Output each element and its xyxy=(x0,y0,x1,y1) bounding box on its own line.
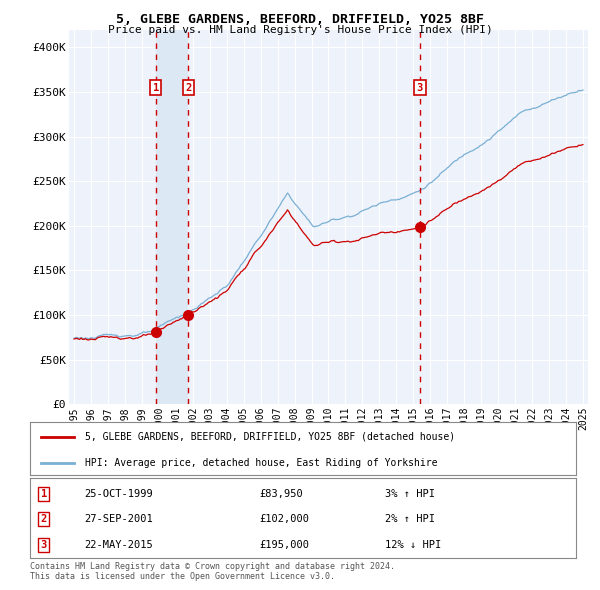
Text: 2% ↑ HPI: 2% ↑ HPI xyxy=(385,514,435,525)
Text: 25-OCT-1999: 25-OCT-1999 xyxy=(85,489,154,499)
Text: 22-MAY-2015: 22-MAY-2015 xyxy=(85,540,154,550)
Text: 1: 1 xyxy=(152,83,159,93)
Text: £83,950: £83,950 xyxy=(259,489,303,499)
Text: 3: 3 xyxy=(417,83,423,93)
Bar xyxy=(155,30,188,404)
Text: Price paid vs. HM Land Registry's House Price Index (HPI): Price paid vs. HM Land Registry's House … xyxy=(107,25,493,35)
Text: 5, GLEBE GARDENS, BEEFORD, DRIFFIELD, YO25 8BF: 5, GLEBE GARDENS, BEEFORD, DRIFFIELD, YO… xyxy=(116,13,484,26)
Text: £102,000: £102,000 xyxy=(259,514,310,525)
Text: £195,000: £195,000 xyxy=(259,540,310,550)
Text: 5, GLEBE GARDENS, BEEFORD, DRIFFIELD, YO25 8BF (detached house): 5, GLEBE GARDENS, BEEFORD, DRIFFIELD, YO… xyxy=(85,432,455,442)
Text: 2: 2 xyxy=(185,83,191,93)
Text: Contains HM Land Registry data © Crown copyright and database right 2024.
This d: Contains HM Land Registry data © Crown c… xyxy=(30,562,395,581)
Text: 12% ↓ HPI: 12% ↓ HPI xyxy=(385,540,441,550)
Text: HPI: Average price, detached house, East Riding of Yorkshire: HPI: Average price, detached house, East… xyxy=(85,458,437,468)
Text: 2: 2 xyxy=(41,514,47,525)
Text: 27-SEP-2001: 27-SEP-2001 xyxy=(85,514,154,525)
Text: 1: 1 xyxy=(41,489,47,499)
Text: 3% ↑ HPI: 3% ↑ HPI xyxy=(385,489,435,499)
Text: 3: 3 xyxy=(41,540,47,550)
